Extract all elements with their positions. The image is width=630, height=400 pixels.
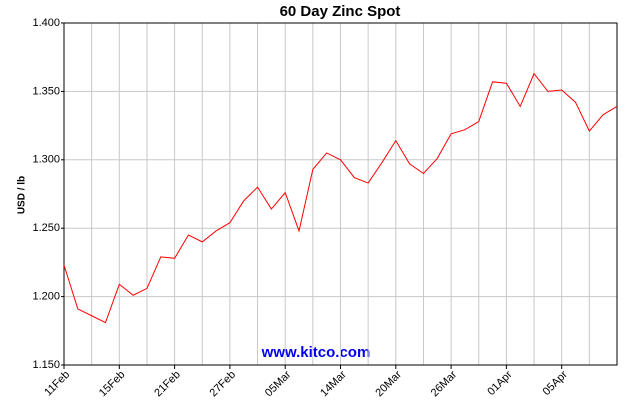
y-tick-label: 1.250 <box>32 222 60 234</box>
y-tick-label: 1.400 <box>32 17 60 29</box>
y-axis-label: USD / lb <box>17 176 28 214</box>
x-tick-label: 01Apr <box>485 368 514 397</box>
plot-frame <box>63 22 618 366</box>
y-tick-label: 1.350 <box>32 85 60 97</box>
y-tick-label: 1.200 <box>32 291 60 303</box>
watermark: www.kitco.com <box>261 344 371 361</box>
x-tick-label: 26Mar <box>429 368 460 399</box>
x-tick-label: 20Mar <box>373 368 404 399</box>
x-tick-label: 14Mar <box>318 368 349 399</box>
x-tick-label: 11Feb <box>42 369 72 399</box>
line <box>63 72 618 324</box>
x-tick-label: 05Mar <box>263 368 294 399</box>
x-tick-label: 27Feb <box>208 369 239 400</box>
y-tick-label: 1.150 <box>32 359 60 371</box>
x-tick-label: 15Feb <box>97 369 128 400</box>
y-tick-label: 1.300 <box>32 154 60 166</box>
chart-title: 60 Day Zinc Spot <box>280 3 401 20</box>
x-tick-label: 21Feb <box>152 369 183 400</box>
x-tick-label: 05Apr <box>541 368 570 397</box>
